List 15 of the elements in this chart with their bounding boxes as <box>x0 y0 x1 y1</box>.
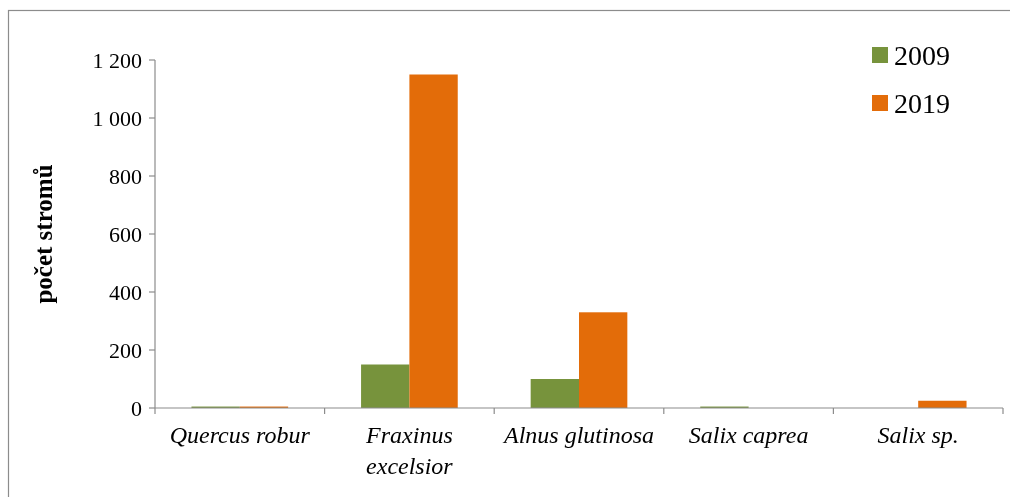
y-axis-title: počet stromů <box>30 164 57 304</box>
x-tick-label: Alnus glutinosa <box>501 422 655 448</box>
legend-label: 2009 <box>894 39 950 71</box>
legend-label: 2019 <box>894 87 950 119</box>
x-tick-label: Salix sp. <box>877 422 959 448</box>
y-tick-label: 1 000 <box>92 105 142 131</box>
y-tick-label: 200 <box>109 337 142 363</box>
y-tick-label: 400 <box>109 279 142 305</box>
x-tick-label: Fraxinus excelsior <box>365 422 454 479</box>
y-tick-label: 600 <box>109 221 142 247</box>
x-tick-label: Quercus robur <box>169 422 311 448</box>
y-tick-label: 800 <box>109 163 142 189</box>
x-tick-label: Salix caprea <box>688 422 809 448</box>
y-tick-label: 1 200 <box>92 47 142 73</box>
y-tick-label: 0 <box>131 395 142 421</box>
